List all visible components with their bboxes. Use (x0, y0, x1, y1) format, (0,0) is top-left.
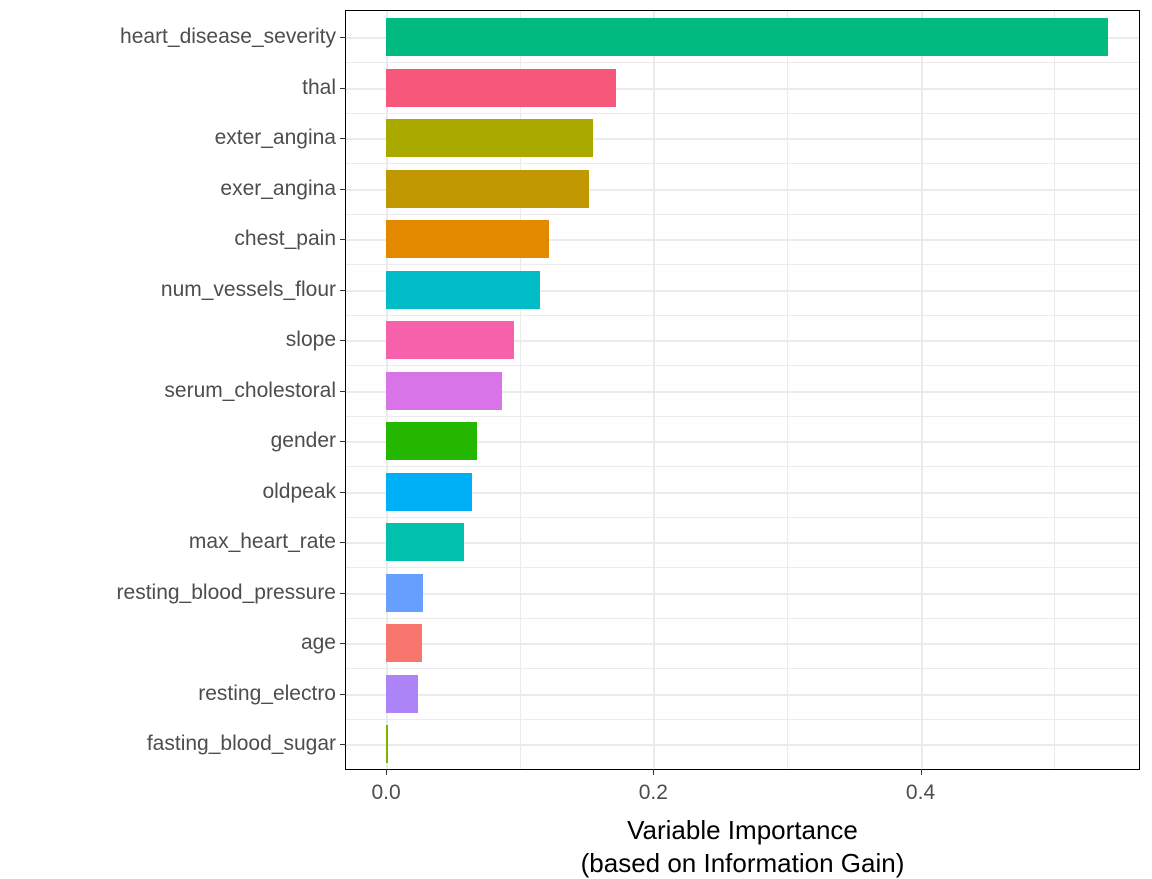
bar (386, 574, 423, 612)
gridline-h-minor (346, 719, 1139, 720)
gridline-h-minor (346, 416, 1139, 417)
bar (386, 321, 514, 359)
plot-panel: 0.00.20.4heart_disease_severitythalexter… (345, 10, 1140, 770)
x-axis-title-line2: (based on Information Gain) (581, 848, 905, 878)
gridline-h-minor (346, 466, 1139, 467)
chart-container: 0.0 0.2 0.4 heart_disease_severitythal exter… (0, 0, 1152, 864)
y-tick-label: resting_blood_pressure (117, 579, 346, 607)
gridline-h-minor (346, 163, 1139, 164)
bar (386, 473, 472, 511)
x-tick-label: 0.0 (371, 769, 400, 805)
y-tick-label: exter_angina (215, 124, 346, 152)
y-tick-label: max_heart_rate (189, 528, 346, 556)
y-tick-label: num_vessels_flour (161, 276, 346, 304)
y-tick-label: serum_cholestoral (164, 377, 346, 405)
x-tick-label: 0.4 (906, 769, 935, 805)
y-tick-label: heart_disease_severity (120, 23, 346, 51)
y-tick-label: slope (286, 326, 346, 354)
y-tick-label: resting_electro (198, 680, 346, 708)
y-tick-label: age (301, 629, 346, 657)
gridline-h-major (346, 593, 1139, 595)
gridline-h-minor (346, 264, 1139, 265)
x-axis-title: Variable Importance(based on Information… (345, 814, 1140, 879)
gridline-h-minor (346, 618, 1139, 619)
y-tick-label: oldpeak (262, 478, 346, 506)
y-tick-label: exer_angina (220, 175, 346, 203)
bar (386, 372, 502, 410)
bar (386, 271, 540, 309)
bar (386, 69, 616, 107)
gridline-h-minor (346, 668, 1139, 669)
gridline-h-minor (346, 214, 1139, 215)
bar (386, 523, 463, 561)
bar (386, 18, 1108, 56)
gridline-h-minor (346, 315, 1139, 316)
gridline-h-major (346, 542, 1139, 544)
bar (386, 725, 388, 763)
gridline-h-major (346, 643, 1139, 645)
gridline-h-major (346, 694, 1139, 696)
gridline-h-minor (346, 62, 1139, 63)
gridline-h-minor (346, 113, 1139, 114)
gridline-h-major (346, 744, 1139, 746)
bar (386, 170, 589, 208)
gridline-h-minor (346, 567, 1139, 568)
gridline-h-minor (346, 365, 1139, 366)
bar (386, 675, 418, 713)
x-axis-title-line1: Variable Importance (627, 815, 858, 845)
bar (386, 624, 422, 662)
x-tick-label: 0.2 (639, 769, 668, 805)
gridline-h-minor (346, 517, 1139, 518)
bar (386, 422, 477, 460)
bar (386, 119, 593, 157)
y-tick-label: chest_pain (234, 225, 346, 253)
y-tick-label: gender (271, 427, 346, 455)
y-tick-label: fasting_blood_sugar (147, 730, 346, 758)
bar (386, 220, 549, 258)
y-tick-label: thal (302, 74, 346, 102)
